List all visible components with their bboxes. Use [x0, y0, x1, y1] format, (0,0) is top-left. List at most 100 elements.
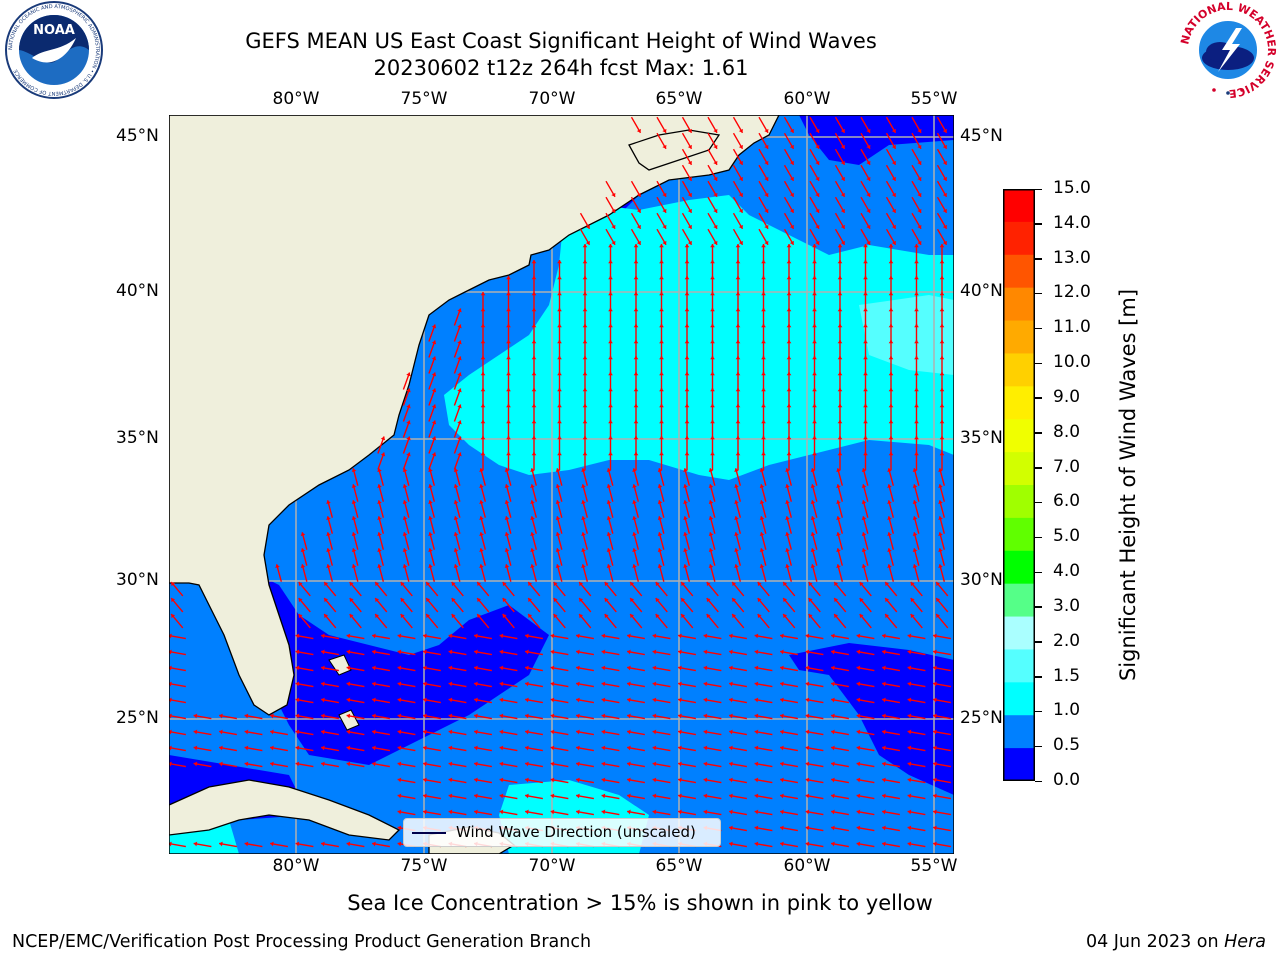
wave-direction-arrow — [939, 436, 945, 454]
wave-direction-arrow — [428, 340, 437, 358]
wave-direction-arrow — [627, 713, 645, 720]
wave-direction-arrow — [428, 404, 437, 422]
wave-direction-arrow — [428, 484, 436, 502]
wave-direction-arrow — [837, 340, 843, 358]
wave-direction-arrow — [652, 713, 671, 720]
wave-direction-arrow — [910, 613, 923, 629]
wave-direction-arrow — [860, 180, 871, 198]
wave-direction-arrow — [758, 228, 769, 246]
wave-direction-arrow — [729, 633, 747, 640]
colorbar-segment — [1003, 254, 1035, 289]
wave-direction-arrow — [911, 164, 922, 182]
wave-direction-arrow — [657, 516, 665, 534]
wave-direction-arrow — [761, 308, 766, 326]
wave-direction-arrow — [936, 228, 948, 246]
wave-direction-arrow — [729, 841, 747, 848]
wave-direction-arrow — [423, 681, 441, 688]
wave-direction-arrow — [734, 468, 742, 486]
wave-direction-arrow — [321, 649, 339, 656]
wave-direction-arrow — [729, 745, 747, 752]
wave-direction-arrow — [780, 681, 798, 688]
wave-direction-arrow — [710, 420, 715, 438]
wave-direction-arrow — [423, 745, 441, 752]
wave-direction-arrow — [504, 500, 512, 518]
wave-direction-arrow — [856, 761, 875, 768]
wave-direction-arrow — [805, 649, 824, 656]
wave-direction-arrow — [349, 597, 362, 613]
wave-direction-arrow — [374, 613, 388, 629]
colorbar-tick-mark — [1035, 397, 1042, 399]
wave-direction-arrow — [681, 196, 693, 214]
wave-direction-arrow — [856, 825, 875, 832]
wave-direction-arrow — [659, 356, 664, 374]
wave-direction-arrow — [659, 324, 664, 342]
lat-label-left: 40°N — [116, 281, 159, 301]
wave-direction-arrow — [428, 420, 437, 438]
wave-direction-arrow — [633, 244, 639, 262]
wave-direction-arrow — [759, 468, 767, 486]
wave-direction-arrow — [550, 649, 569, 656]
wave-direction-arrow — [525, 665, 543, 672]
wave-direction-arrow — [351, 564, 359, 582]
wave-direction-arrow — [402, 436, 411, 454]
wave-direction-arrow — [783, 148, 795, 166]
wave-direction-arrow — [402, 420, 411, 438]
wave-direction-arrow — [812, 372, 817, 390]
wave-direction-arrow — [757, 581, 770, 597]
wave-direction-arrow — [499, 745, 518, 752]
wave-direction-arrow — [402, 452, 411, 470]
wave-direction-arrow — [833, 597, 847, 613]
wave-direction-arrow — [372, 649, 390, 656]
wave-direction-arrow — [605, 212, 616, 230]
wave-direction-arrow — [298, 581, 311, 597]
colorbar-segment — [1003, 452, 1035, 486]
wave-direction-arrow — [601, 681, 620, 688]
wave-direction-arrow — [453, 308, 462, 326]
wave-direction-arrow — [601, 761, 620, 768]
wave-direction-arrow — [428, 436, 437, 454]
wave-direction-arrow — [219, 729, 237, 736]
wave-direction-arrow — [809, 212, 820, 230]
wave-direction-arrow — [834, 196, 846, 214]
wave-direction-arrow — [244, 745, 263, 752]
wave-direction-arrow — [935, 581, 949, 597]
wave-direction-arrow — [812, 324, 817, 342]
wave-direction-arrow — [856, 809, 875, 816]
wave-direction-arrow — [480, 420, 486, 438]
wave-direction-arrow — [630, 180, 642, 198]
wave-direction-arrow — [708, 516, 716, 534]
wave-direction-arrow — [856, 697, 875, 704]
wave-direction-arrow — [499, 665, 518, 672]
wave-direction-arrow — [531, 452, 537, 470]
wave-direction-arrow — [557, 292, 562, 310]
wave-direction-arrow — [474, 713, 492, 720]
wave-direction-arrow — [499, 649, 518, 656]
wave-direction-arrow — [372, 729, 390, 736]
wave-direction-arrow — [402, 516, 410, 534]
wave-direction-arrow — [506, 388, 511, 406]
wave-direction-arrow — [933, 793, 951, 800]
wave-direction-arrow — [912, 500, 920, 518]
wave-direction-arrow — [531, 388, 537, 406]
wave-direction-arrow — [684, 340, 690, 358]
wave-direction-arrow — [170, 613, 184, 629]
wave-direction-arrow — [754, 745, 773, 752]
wave-direction-arrow — [499, 729, 518, 736]
wave-direction-arrow — [863, 420, 868, 438]
lat-label-left: 30°N — [116, 570, 159, 590]
wave-direction-arrow — [757, 597, 770, 613]
wave-direction-arrow — [859, 597, 872, 613]
wave-direction-arrow — [582, 324, 588, 342]
wave-direction-arrow — [684, 452, 690, 470]
wave-direction-arrow — [837, 372, 843, 390]
wave-direction-arrow — [863, 356, 868, 374]
wave-direction-arrow — [502, 597, 515, 613]
wave-direction-arrow — [729, 825, 747, 832]
wave-direction-arrow — [837, 388, 843, 406]
wave-direction-arrow — [783, 228, 795, 246]
wave-direction-arrow — [735, 356, 741, 374]
wave-direction-arrow — [448, 713, 467, 720]
wave-direction-arrow — [633, 292, 639, 310]
wave-direction-arrow — [703, 729, 722, 736]
wave-direction-arrow — [659, 420, 664, 438]
